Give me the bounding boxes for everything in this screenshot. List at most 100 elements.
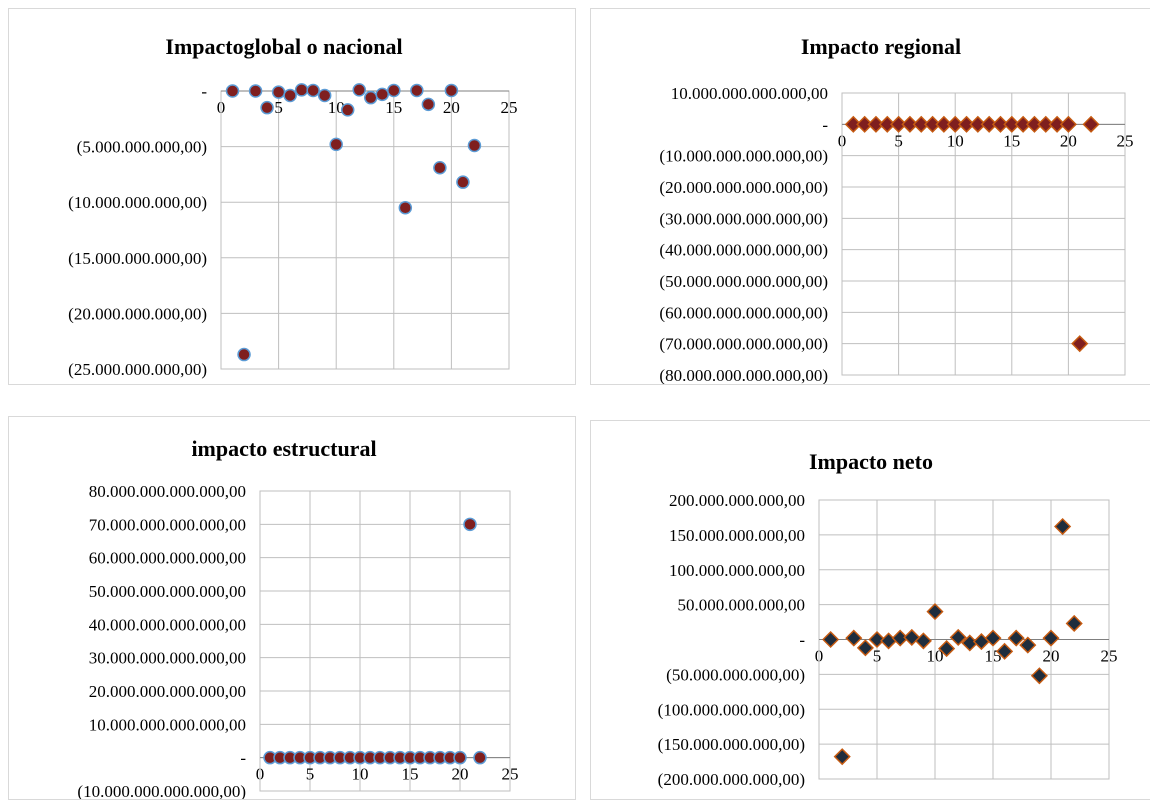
data-point bbox=[949, 628, 967, 646]
data-point bbox=[833, 748, 851, 766]
y-tick-label: (5.000.000.000,00) bbox=[77, 138, 207, 157]
y-tick-label: (10.000.000.000.000,00) bbox=[659, 147, 828, 166]
y-tick-label: - bbox=[240, 749, 246, 768]
data-point bbox=[1014, 115, 1032, 133]
x-tick-label: 10 bbox=[947, 131, 964, 150]
y-tick-label: (80.000.000.000.000,00) bbox=[659, 366, 828, 384]
data-point bbox=[1037, 115, 1055, 133]
chart-title: impacto estructural bbox=[191, 436, 376, 461]
data-point bbox=[410, 83, 424, 98]
chart-panel-regional: Impacto regional 10.000.000.000.000,00 - (1… bbox=[590, 8, 1150, 385]
data-point bbox=[1042, 629, 1060, 647]
x-tick-label: 10 bbox=[328, 98, 345, 117]
data-point bbox=[1048, 115, 1066, 133]
data-point bbox=[467, 138, 482, 153]
y-tick-label: 50.000.000.000,00 bbox=[678, 596, 806, 615]
data-point bbox=[237, 347, 251, 362]
x-tick-label: 15 bbox=[402, 765, 419, 784]
y-tick-label: 80.000.000.000.000,00 bbox=[89, 482, 246, 501]
y-tick-label: (20.000.000.000.000,00) bbox=[659, 178, 828, 197]
data-point bbox=[1019, 636, 1037, 654]
data-point bbox=[463, 517, 477, 532]
data-point bbox=[880, 632, 898, 650]
data-point bbox=[926, 603, 944, 621]
data-point bbox=[1025, 115, 1044, 133]
x-tick-label: 10 bbox=[352, 765, 369, 784]
data-point bbox=[375, 87, 390, 102]
data-point bbox=[433, 160, 447, 175]
chart-regional: Impacto regional 10.000.000.000.000,00 - (1… bbox=[659, 34, 1133, 384]
data-point bbox=[248, 84, 263, 98]
data-point bbox=[329, 137, 343, 152]
data-point bbox=[984, 629, 1002, 647]
data-point bbox=[914, 632, 932, 650]
data-point bbox=[980, 115, 998, 133]
x-tick-label: 20 bbox=[1043, 647, 1060, 666]
data-point bbox=[340, 103, 355, 117]
y-tick-label: (10.000.000.000,00) bbox=[68, 193, 207, 212]
chart-estructural: impacto estructural 80.000.000.000.000,00… bbox=[77, 436, 518, 799]
data-point bbox=[938, 640, 956, 658]
data-point bbox=[225, 84, 240, 98]
data-point bbox=[294, 83, 309, 97]
plot-area bbox=[841, 92, 1126, 376]
y-tick-label: 20.000.000.000.000,00 bbox=[89, 682, 246, 701]
data-point bbox=[844, 115, 862, 133]
chart-panel-neto: Impacto neto 200.000.000.000,00 150.000.00… bbox=[590, 420, 1150, 800]
x-tick-label: 5 bbox=[274, 98, 283, 117]
data-point bbox=[387, 83, 401, 98]
y-tick-label: (25.000.000.000,00) bbox=[68, 360, 207, 379]
data-point bbox=[935, 115, 953, 133]
x-tick-label: 5 bbox=[894, 131, 903, 150]
data-point bbox=[271, 85, 286, 99]
data-point bbox=[946, 115, 964, 133]
y-tick-label: 100.000.000.000,00 bbox=[669, 561, 805, 580]
data-point bbox=[283, 88, 297, 103]
data-point bbox=[845, 629, 863, 647]
plot-area bbox=[220, 90, 510, 370]
chart-panel-estructural: impacto estructural 80.000.000.000.000,00… bbox=[8, 416, 576, 800]
data-point bbox=[453, 750, 467, 765]
chart-panel-global: Impactoglobal o nacional - (5.000.000.000,… bbox=[8, 8, 576, 385]
plot-area bbox=[259, 490, 511, 792]
data-point bbox=[421, 97, 436, 112]
y-tick-label: 10.000.000.000.000,00 bbox=[89, 715, 246, 734]
data-point bbox=[352, 83, 366, 97]
y-tick-label: (30.000.000.000.000,00) bbox=[659, 209, 828, 228]
data-point bbox=[1082, 115, 1100, 133]
data-point bbox=[957, 115, 976, 133]
x-tick-label: 20 bbox=[443, 98, 460, 117]
data-point bbox=[398, 201, 413, 215]
data-point bbox=[1059, 115, 1077, 133]
data-point bbox=[856, 115, 874, 133]
y-tick-label: (50.000.000.000,00) bbox=[666, 665, 805, 684]
data-point bbox=[1054, 517, 1072, 536]
data-point bbox=[1071, 335, 1089, 353]
data-point bbox=[890, 115, 908, 133]
y-tick-label: (40.000.000.000.000,00) bbox=[659, 241, 828, 260]
data-point bbox=[1030, 667, 1048, 685]
y-tick-label: (10.000.000.000.000,00) bbox=[77, 782, 246, 799]
y-tick-label: 40.000.000.000.000,00 bbox=[89, 615, 246, 634]
data-point bbox=[969, 115, 987, 133]
data-point bbox=[867, 115, 885, 133]
x-tick-label: 20 bbox=[1060, 131, 1077, 150]
y-tick-label: (60.000.000.000.000,00) bbox=[659, 303, 828, 322]
data-point bbox=[306, 83, 320, 98]
data-point bbox=[1003, 115, 1021, 133]
x-tick-label: 5 bbox=[873, 647, 882, 666]
chart-title: Impactoglobal o nacional bbox=[165, 34, 402, 59]
x-tick-label: 5 bbox=[306, 765, 315, 784]
y-tick-label: - bbox=[822, 115, 828, 134]
y-tick-label: (150.000.000.000,00) bbox=[658, 735, 805, 754]
x-tick-label: 20 bbox=[452, 765, 469, 784]
data-point bbox=[1065, 614, 1083, 633]
y-tick-label: - bbox=[799, 631, 805, 650]
y-tick-label: - bbox=[201, 82, 207, 101]
y-tick-label: 60.000.000.000.000,00 bbox=[89, 549, 246, 568]
y-tick-label: 70.000.000.000.000,00 bbox=[89, 515, 246, 534]
data-point bbox=[456, 175, 470, 189]
x-tick-label: 15 bbox=[385, 98, 402, 117]
data-point bbox=[991, 115, 1010, 133]
chart-global: Impactoglobal o nacional - (5.000.000.000,… bbox=[68, 34, 517, 379]
